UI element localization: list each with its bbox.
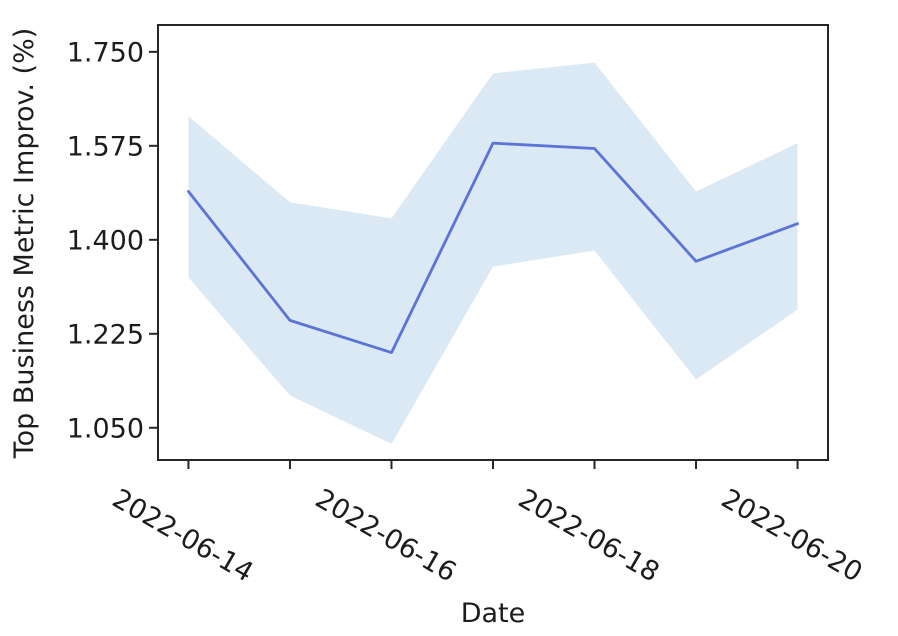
x-tick-label: 2022-06-14 <box>107 483 258 588</box>
y-tick-label: 1.750 <box>67 37 144 68</box>
trend-line-group <box>187 141 799 354</box>
x-tick-label: 2022-06-16 <box>310 483 461 588</box>
confidence-band <box>188 62 798 444</box>
y-tick-label: 1.225 <box>67 319 144 350</box>
y-axis-label: Top Business Metric Improv. (%) <box>9 28 40 460</box>
confidence-band-group <box>188 62 798 444</box>
x-tick-label: 2022-06-18 <box>513 483 664 588</box>
y-axis: 1.050 1.225 1.400 1.575 1.750 <box>67 37 158 444</box>
x-axis-label: Date <box>461 598 526 629</box>
y-tick-label: 1.400 <box>67 225 144 256</box>
y-tick-label: 1.050 <box>67 413 144 444</box>
x-axis: 2022-06-14 2022-06-16 2022-06-18 2022-06-20 <box>107 460 867 589</box>
trend-line <box>187 141 799 354</box>
y-tick-label: 1.575 <box>67 131 144 162</box>
x-tick-label: 2022-06-20 <box>716 483 867 588</box>
